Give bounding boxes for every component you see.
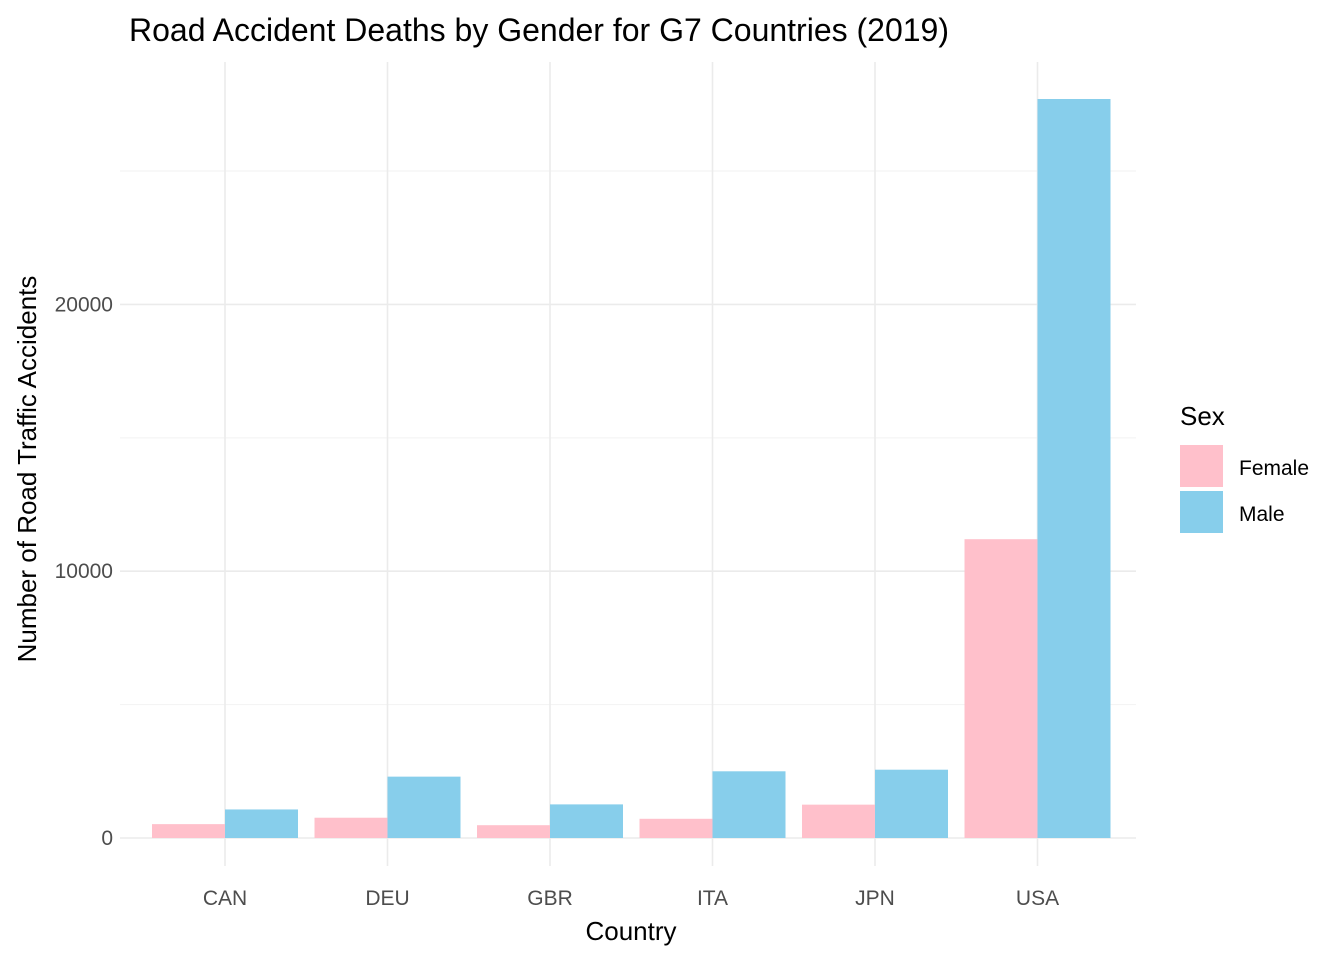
bar-male-ita xyxy=(712,771,786,838)
legend-label-male: Male xyxy=(1239,503,1285,526)
bar-male-jpn xyxy=(875,769,948,838)
legend-title: Sex xyxy=(1180,401,1225,431)
bar-male-usa xyxy=(1037,99,1111,838)
bar-male-can xyxy=(225,809,298,838)
legend: Sex Female Male xyxy=(1180,401,1309,533)
legend-key-female xyxy=(1180,445,1223,487)
bar-female-gbr xyxy=(477,825,550,838)
legend-key-male xyxy=(1180,491,1223,533)
bar-male-gbr xyxy=(550,804,623,838)
x-tick-label: CAN xyxy=(203,887,247,910)
y-axis-ticks: 0 10000 20000 xyxy=(55,293,113,850)
bar-female-can xyxy=(152,824,225,838)
y-tick-label: 10000 xyxy=(55,560,113,583)
y-tick-label: 20000 xyxy=(55,293,113,316)
x-tick-label: JPN xyxy=(855,887,895,910)
bar-male-deu xyxy=(387,776,461,838)
x-tick-label: USA xyxy=(1016,887,1059,910)
bar-female-deu xyxy=(314,817,388,838)
chart-title: Road Accident Deaths by Gender for G7 Co… xyxy=(129,12,949,48)
x-tick-label: GBR xyxy=(527,887,573,910)
bar-female-usa xyxy=(964,539,1038,838)
bar-female-ita xyxy=(639,818,713,838)
bar-female-jpn xyxy=(802,804,875,838)
y-tick-label: 0 xyxy=(101,827,113,850)
x-tick-label: ITA xyxy=(697,887,728,910)
x-tick-label: DEU xyxy=(365,887,409,910)
legend-label-female: Female xyxy=(1239,457,1309,480)
x-axis-title: Country xyxy=(585,916,676,946)
x-axis-ticks: CAN DEU GBR ITA JPN USA xyxy=(203,887,1059,910)
bars xyxy=(152,99,1111,838)
y-axis-title: Number of Road Traffic Accidents xyxy=(12,276,42,663)
